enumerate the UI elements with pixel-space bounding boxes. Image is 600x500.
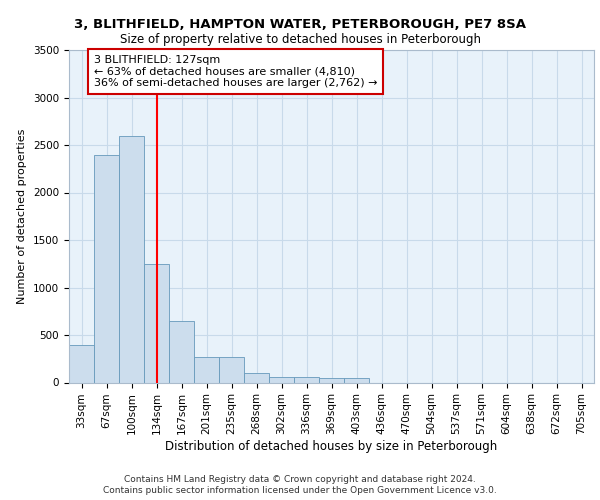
Text: 3, BLITHFIELD, HAMPTON WATER, PETERBOROUGH, PE7 8SA: 3, BLITHFIELD, HAMPTON WATER, PETERBOROU… xyxy=(74,18,526,30)
Bar xyxy=(144,264,169,382)
Y-axis label: Number of detached properties: Number of detached properties xyxy=(17,128,28,304)
Bar xyxy=(344,378,369,382)
Text: Size of property relative to detached houses in Peterborough: Size of property relative to detached ho… xyxy=(119,32,481,46)
Bar xyxy=(169,321,194,382)
Bar xyxy=(194,357,219,382)
Text: 3 BLITHFIELD: 127sqm
← 63% of detached houses are smaller (4,810)
36% of semi-de: 3 BLITHFIELD: 127sqm ← 63% of detached h… xyxy=(94,54,377,88)
Bar xyxy=(69,344,94,383)
Text: Contains public sector information licensed under the Open Government Licence v3: Contains public sector information licen… xyxy=(103,486,497,495)
Text: Contains HM Land Registry data © Crown copyright and database right 2024.: Contains HM Land Registry data © Crown c… xyxy=(124,474,476,484)
X-axis label: Distribution of detached houses by size in Peterborough: Distribution of detached houses by size … xyxy=(166,440,497,453)
Bar xyxy=(244,373,269,382)
Bar xyxy=(294,377,319,382)
Bar xyxy=(219,357,244,382)
Bar xyxy=(269,377,294,382)
Bar xyxy=(319,378,344,382)
Bar xyxy=(119,136,144,382)
Bar xyxy=(94,154,119,382)
